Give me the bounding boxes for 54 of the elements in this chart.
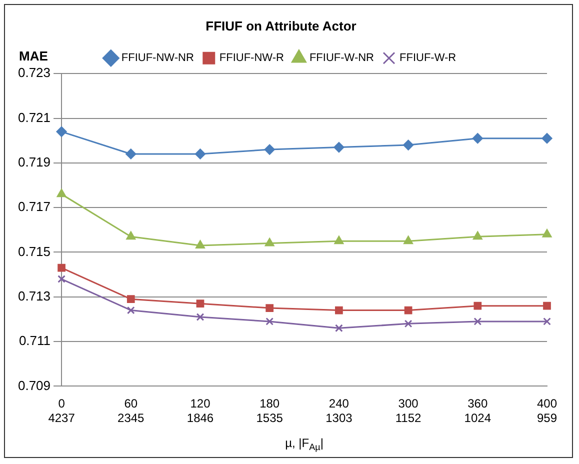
x-tick-label: 300 1152	[395, 396, 422, 426]
x-tick-label: 180 1535	[256, 396, 284, 426]
point	[58, 264, 66, 272]
x-tick-label: 0 4237	[48, 396, 76, 426]
y-tick-label: 0.719	[18, 154, 51, 170]
point	[126, 295, 135, 304]
x-tick-label: 60 2345	[118, 396, 145, 426]
point	[335, 324, 343, 332]
point	[196, 300, 204, 308]
legend-label: FFIUF-NW-NR	[121, 52, 194, 64]
legend-label: FFIUF-W-R	[400, 52, 456, 64]
x-tick-label: 360 1024	[464, 396, 492, 426]
point	[264, 144, 275, 155]
point	[196, 240, 205, 249]
point	[472, 133, 483, 144]
point	[404, 306, 412, 314]
point	[334, 142, 344, 153]
point	[126, 231, 136, 240]
y-tick-label: 0.723	[18, 65, 51, 80]
x-tick-label: 400 959	[536, 396, 558, 426]
point	[264, 238, 274, 246]
point	[543, 318, 551, 326]
point	[266, 304, 274, 312]
point	[56, 188, 66, 198]
point	[335, 306, 343, 314]
y-tick-label: 0.713	[18, 288, 51, 304]
point	[403, 140, 414, 150]
point	[542, 133, 552, 144]
point	[474, 318, 482, 326]
point	[126, 306, 135, 314]
x-tick-label: 240 1303	[326, 396, 353, 426]
y-tick-label: 0.709	[18, 378, 51, 393]
x-tick-label: 120 1846	[186, 396, 214, 426]
point	[473, 231, 482, 240]
point	[474, 302, 482, 310]
point	[196, 313, 204, 321]
point	[58, 275, 66, 283]
point	[404, 320, 412, 328]
point	[266, 318, 274, 326]
point	[56, 126, 67, 137]
y-tick-label: 0.711	[18, 333, 51, 348]
point	[126, 148, 136, 160]
point	[543, 302, 551, 310]
point	[404, 236, 413, 244]
y-tick-label: 0.721	[18, 110, 51, 125]
legend-label: FFIUF-NW-R	[219, 52, 284, 64]
y-tick-label: 0.715	[18, 244, 51, 259]
y-axis-title: MAE	[19, 48, 48, 64]
point	[334, 236, 344, 244]
legend-label: FFIUF-W-NR	[309, 52, 374, 64]
y-tick-label: 0.717	[18, 199, 51, 214]
chart-title: FFIUF on Attribute Actor	[206, 18, 356, 34]
point	[194, 148, 206, 160]
point	[542, 229, 552, 238]
